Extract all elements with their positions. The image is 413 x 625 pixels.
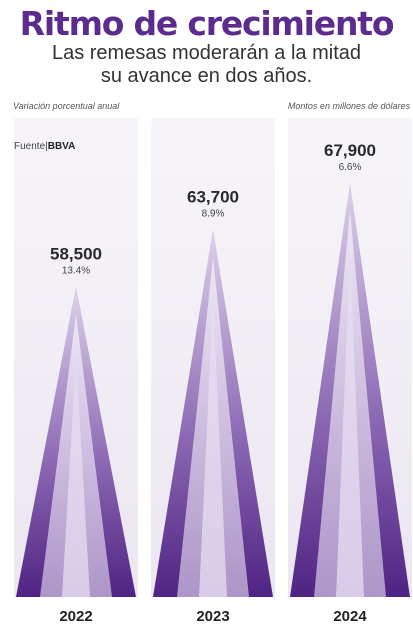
value-label-2022: 58,500 <box>50 245 102 264</box>
value-label-2024: 67,900 <box>324 141 376 160</box>
cone-core-2022 <box>62 356 90 597</box>
year-label-2023: 2023 <box>196 608 229 625</box>
subtitle-line-2: su avance en dos años. <box>100 65 313 87</box>
year-label-2024: 2024 <box>333 608 367 625</box>
cone-core-2023 <box>199 299 227 597</box>
pct-label-2024: 6.6% <box>339 162 362 173</box>
subtitle-line-1: Las remesas moderarán a la mitad <box>51 42 362 64</box>
year-label-2022: 2022 <box>59 608 92 625</box>
cone-core-2024 <box>336 253 364 597</box>
chart-subtitle: Las remesas moderarán a la mitad su avan… <box>40 42 373 88</box>
value-label-2023: 63,700 <box>187 187 239 206</box>
pct-label-2023: 8.9% <box>202 208 225 219</box>
note-amount-units: Montos en millones de dólares <box>287 101 410 111</box>
chart-title: Ritmo de crecimiento <box>19 4 395 43</box>
pct-label-2022: 13.4% <box>62 266 90 277</box>
note-percent-change: Variación porcentual anual <box>13 101 120 111</box>
source-label: Fuente|BBVA <box>14 141 75 152</box>
